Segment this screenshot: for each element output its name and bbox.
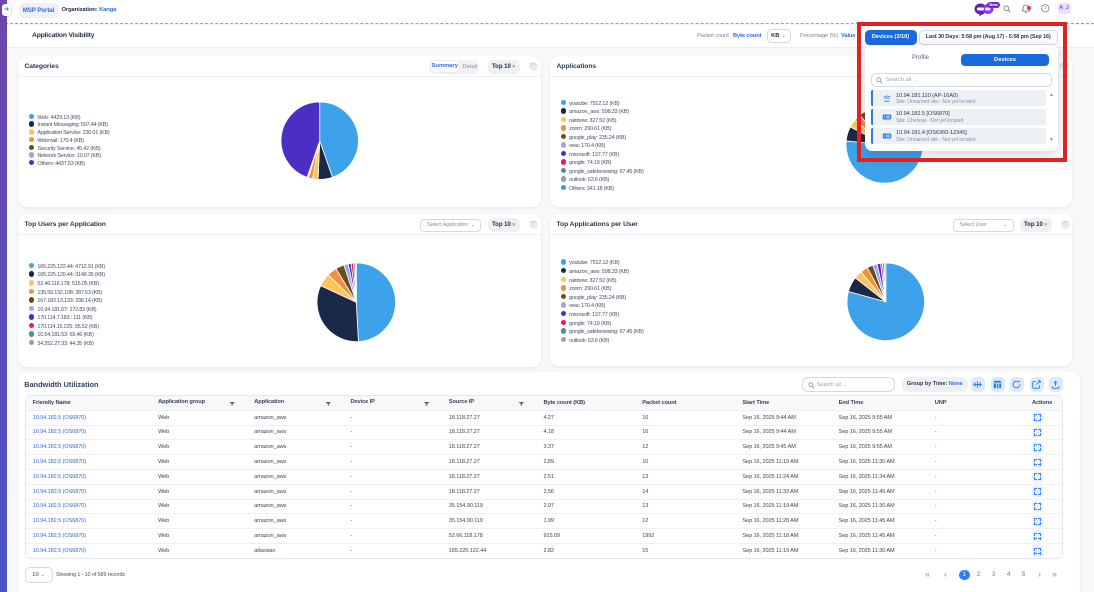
svg-text:?: ? — [1044, 6, 1047, 12]
